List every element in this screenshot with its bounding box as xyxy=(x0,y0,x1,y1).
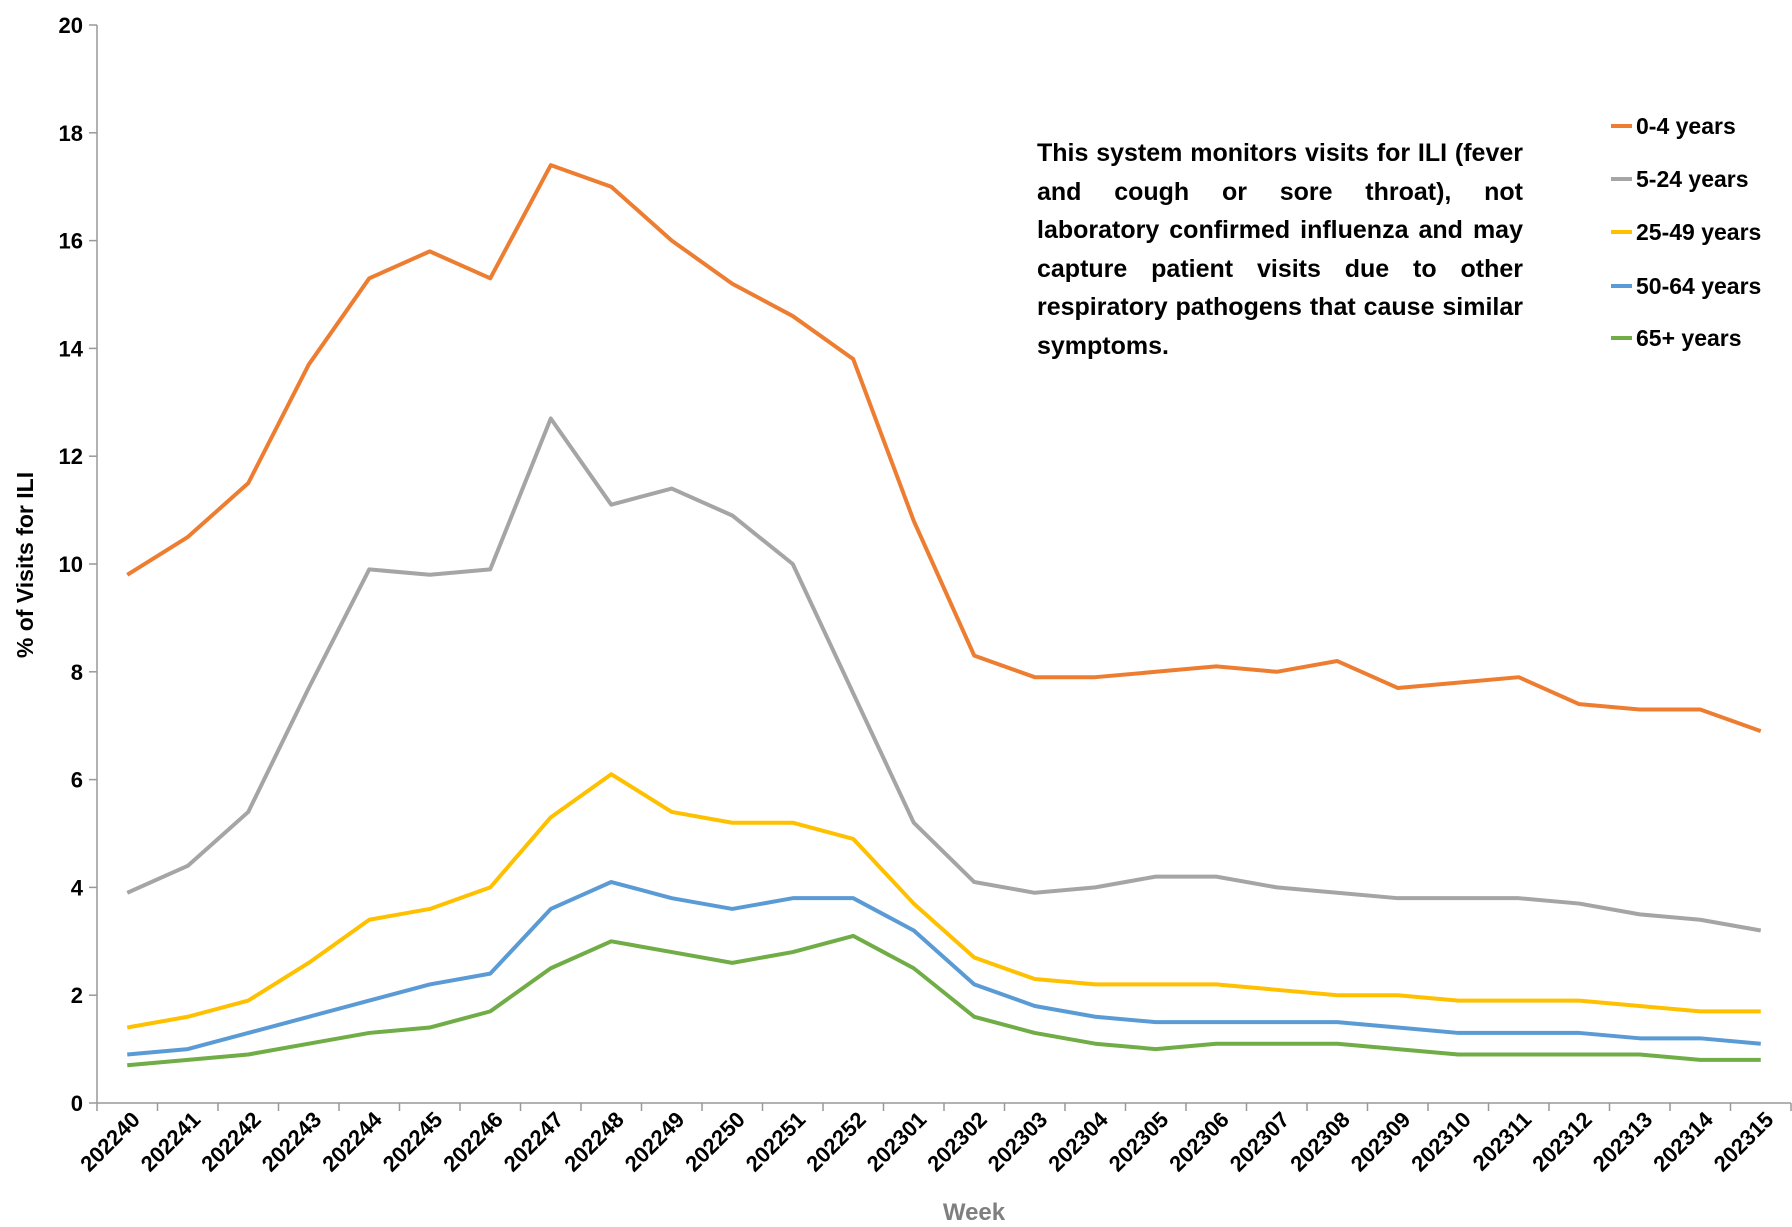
y-tick-label: 10 xyxy=(59,552,83,577)
x-tick-label: 202306 xyxy=(1164,1107,1234,1177)
y-tick-label: 18 xyxy=(59,121,83,146)
y-tick-label: 4 xyxy=(71,875,84,900)
x-tick-label: 202251 xyxy=(741,1107,811,1177)
x-tick-label: 202243 xyxy=(257,1107,327,1177)
x-tick-label: 202242 xyxy=(196,1107,266,1177)
legend-label: 65+ years xyxy=(1636,325,1742,351)
x-tick-label: 202315 xyxy=(1709,1107,1779,1177)
y-tick-label: 20 xyxy=(59,13,83,38)
x-tick-label: 202240 xyxy=(75,1107,145,1177)
series-line xyxy=(127,880,1761,1057)
x-tick-label: 202246 xyxy=(438,1107,508,1177)
y-tick-label: 0 xyxy=(71,1091,83,1116)
annotation: This system monitors visits for ILI (fev… xyxy=(1037,139,1523,360)
series-line xyxy=(127,933,1761,1068)
y-tick-label: 6 xyxy=(71,768,83,793)
x-tick-label: 202304 xyxy=(1043,1106,1113,1176)
legend-label: 25-49 years xyxy=(1636,219,1761,245)
x-tick-label: 202244 xyxy=(317,1106,387,1176)
x-tick-label: 202301 xyxy=(862,1107,932,1177)
x-tick-label: 202303 xyxy=(983,1107,1053,1177)
series-line xyxy=(126,163,1762,733)
x-tick-label: 202311 xyxy=(1468,1107,1537,1176)
x-tick-label: 202312 xyxy=(1527,1107,1597,1177)
y-axis-title: % of Visits for ILI xyxy=(12,472,38,658)
x-axis-title: Week xyxy=(943,1199,1006,1226)
x-tick-label: 202249 xyxy=(620,1107,690,1177)
x-tick-label: 202302 xyxy=(922,1107,992,1177)
legend-label: 50-64 years xyxy=(1636,273,1761,299)
x-tick-label: 202308 xyxy=(1285,1107,1355,1177)
x-tick-label: 202305 xyxy=(1104,1107,1174,1177)
x-tick-label: 202307 xyxy=(1225,1107,1295,1177)
y-tick-label: 12 xyxy=(59,444,83,469)
y-tick-label: 2 xyxy=(71,983,83,1008)
x-tick-label: 202310 xyxy=(1406,1107,1476,1177)
y-tick-label: 16 xyxy=(59,229,83,254)
legend-label: 0-4 years xyxy=(1636,113,1736,139)
x-tick-label: 202241 xyxy=(136,1107,206,1177)
legend-label: 5-24 years xyxy=(1636,166,1749,192)
x-tick-label: 202245 xyxy=(378,1107,448,1177)
series-line xyxy=(126,416,1762,933)
x-tick-label: 202248 xyxy=(559,1107,629,1177)
x-tick-label: 202247 xyxy=(499,1107,569,1177)
y-tick-label: 8 xyxy=(71,660,83,685)
x-tick-label: 202250 xyxy=(680,1107,750,1177)
x-tick-label: 202314 xyxy=(1648,1106,1718,1176)
x-tick-label: 202252 xyxy=(801,1107,871,1177)
x-tick-label: 202309 xyxy=(1346,1107,1416,1177)
y-tick-label: 14 xyxy=(59,336,84,361)
x-tick-label: 202313 xyxy=(1588,1107,1658,1177)
series-line xyxy=(126,772,1761,1030)
